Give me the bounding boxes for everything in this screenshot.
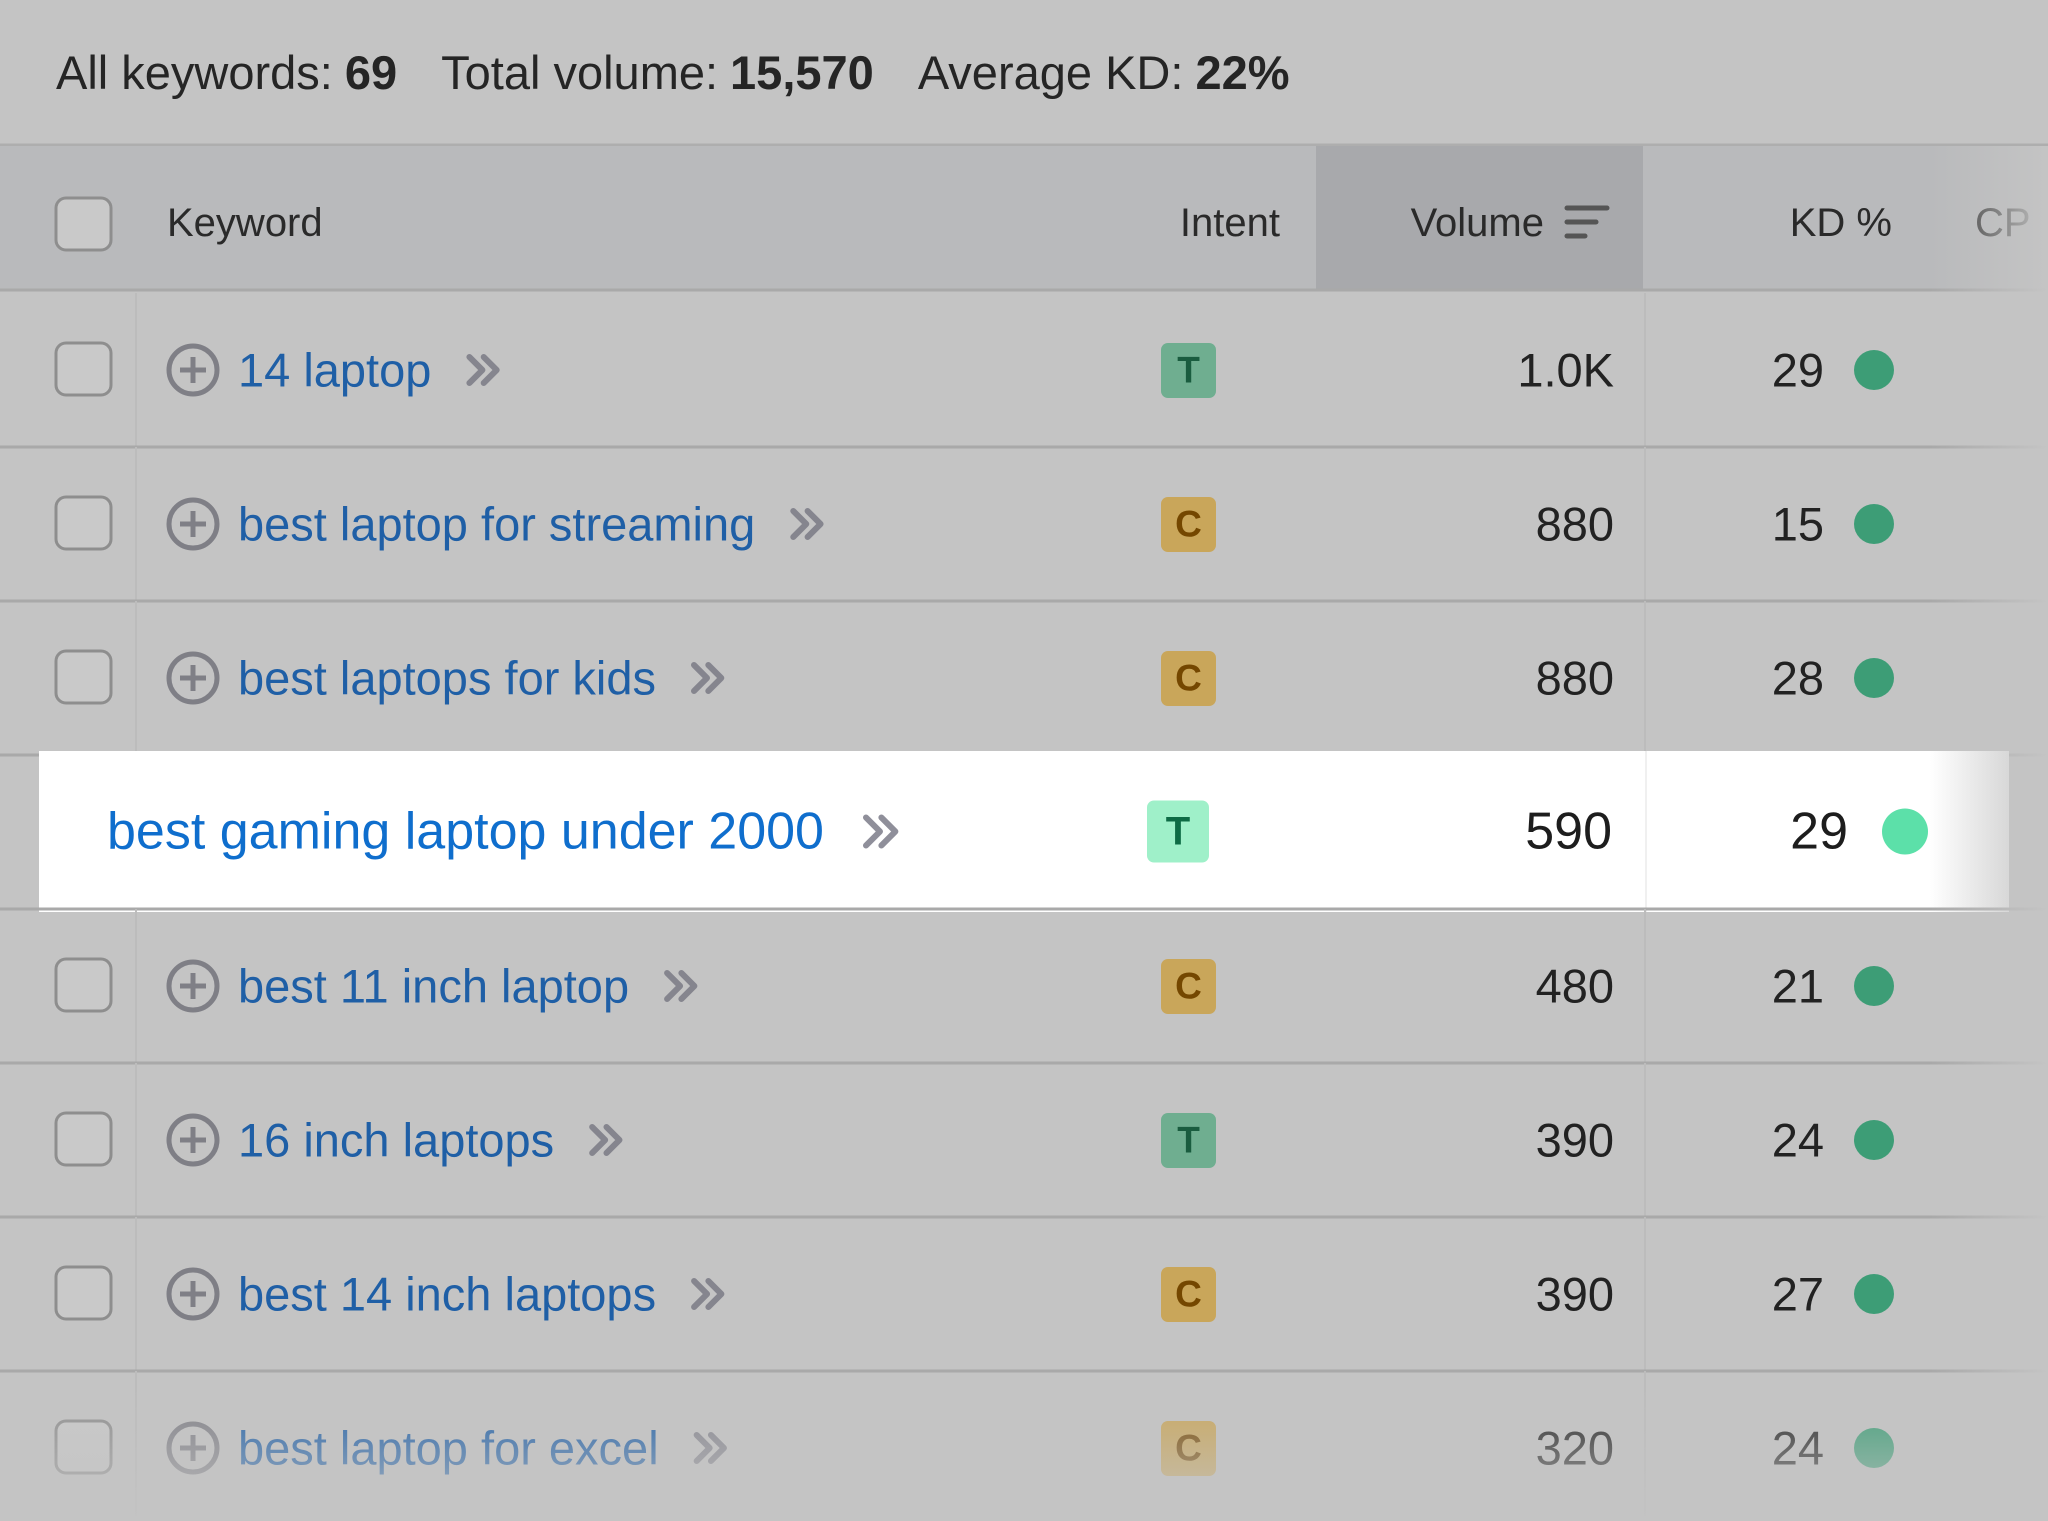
row-checkbox[interactable] [54,495,113,551]
kd-value: 28 [1772,652,1824,705]
intent-badge [1161,959,1216,1014]
right-fade [1930,146,2048,1516]
intent-badge [1161,1267,1216,1322]
kd-indicator [1854,966,1894,1006]
intent-label: T [1177,1120,1200,1161]
open-keyword-icon[interactable] [466,354,500,386]
add-keyword-icon[interactable] [166,651,220,705]
row-checkbox[interactable] [54,649,113,705]
add-keyword-plus [180,1281,206,1307]
sorted-column-header [1316,146,1643,290]
open-keyword-icon[interactable] [691,1278,725,1310]
volume-value: 480 [1536,960,1614,1013]
add-keyword-icon[interactable] [166,1113,220,1167]
volume-value: 390 [1536,1268,1614,1321]
volume-value: 590 [1525,803,1612,861]
kd-value: 21 [1772,960,1824,1013]
keyword-link[interactable]: best laptop for streaming [238,498,755,551]
kd-value: 29 [1790,803,1848,861]
intent-badge [1161,1113,1216,1168]
add-keyword-plus [180,357,206,383]
intent-label: C [1175,504,1202,545]
open-keyword-icon[interactable] [862,814,899,849]
row-checkbox[interactable] [54,1265,113,1321]
summary-label: Total volume: [441,46,718,99]
kd-value: 24 [1772,1114,1824,1167]
intent-label: C [1175,658,1202,699]
kd-indicator [1882,808,1928,855]
kd-value: 15 [1772,498,1824,551]
intent-label: T [1177,350,1200,391]
kd-indicator [1854,1274,1894,1314]
kd-indicator [1854,658,1894,698]
open-keyword-icon[interactable] [790,508,824,540]
intent-label: T [1166,810,1190,854]
volume-value: 1.0K [1517,344,1614,397]
add-keyword-icon[interactable] [166,343,220,397]
kd-indicator [1854,350,1894,390]
row-checkbox[interactable] [54,957,113,1013]
intent-badge [1161,497,1216,552]
keyword-link[interactable]: best laptops for kids [238,652,656,705]
intent-badge [1161,343,1216,398]
add-keyword-icon[interactable] [166,1267,220,1321]
volume-value: 390 [1536,1114,1614,1167]
intent-label: C [1175,966,1202,1007]
add-keyword-plus [180,1127,206,1153]
intent-label: C [1175,1274,1202,1315]
table-header [0,146,2048,290]
column-header: KD % [1790,201,1892,245]
add-keyword-icon[interactable] [166,959,220,1013]
column-header[interactable]: Volume [1411,201,1544,245]
kd-value: 27 [1772,1268,1824,1321]
add-keyword-plus [180,973,206,999]
summary-value: 22% [1195,46,1289,99]
summary-value: 15,570 [730,46,874,99]
bottom-fade [0,1380,2048,1516]
summary-label: Average KD: [918,46,1184,99]
column-header: Intent [1180,201,1280,245]
summary: All keywords: 69 Total volume: 15,570 Averag… [56,46,1290,99]
open-keyword-icon[interactable] [664,970,698,1002]
keyword-link[interactable]: best 11 inch laptop [238,960,629,1013]
highlighted-row [39,751,2009,912]
keyword-link[interactable]: 16 inch laptops [238,1114,554,1167]
keyword-link[interactable]: best gaming laptop under 2000 [107,803,824,861]
intent-badge [1161,651,1216,706]
keyword-link[interactable]: best 14 inch laptops [238,1268,656,1321]
open-keyword-icon[interactable] [589,1124,623,1156]
volume-value: 880 [1536,498,1614,551]
volume-value: 880 [1536,652,1614,705]
row-checkbox[interactable] [54,1111,113,1167]
add-keyword-plus [180,511,206,537]
intent-badge [1147,800,1209,863]
select-all-checkbox[interactable] [54,196,113,252]
row-checkbox[interactable] [54,341,113,397]
summary-label: All keywords: [56,46,333,99]
kd-value: 29 [1772,344,1824,397]
kd-indicator [1854,504,1894,544]
add-keyword-plus [180,665,206,691]
column-header: Keyword [167,201,323,245]
keyword-link[interactable]: 14 laptop [238,344,431,397]
open-keyword-icon[interactable] [691,662,725,694]
add-keyword-icon[interactable] [166,497,220,551]
summary-value: 69 [345,46,397,99]
kd-indicator [1854,1120,1894,1160]
